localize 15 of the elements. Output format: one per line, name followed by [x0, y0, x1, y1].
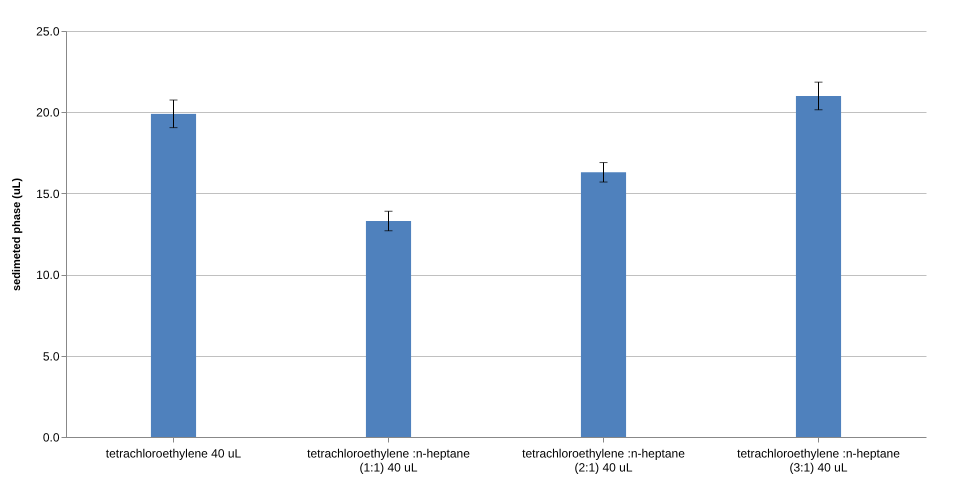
- bar: [580, 172, 626, 437]
- y-tick-label: 25.0: [36, 24, 60, 38]
- y-tick-label: 20.0: [36, 106, 60, 120]
- y-tick-label: 15.0: [36, 186, 60, 201]
- y-tick-label: 0.0: [42, 430, 60, 444]
- x-tick-label: tetrachloroethylene :n-heptane (3:1) 40 uL: [737, 446, 900, 474]
- y-tick-label: 5.0: [42, 349, 60, 364]
- bar: [150, 114, 196, 437]
- x-tick-label: tetrachloroethylene 40 uL: [106, 446, 242, 460]
- x-tick-label: tetrachloroethylene :n-heptane (1:1) 40 uL: [307, 446, 470, 474]
- y-tick-label: 10.0: [36, 268, 60, 282]
- y-axis-title: sedimeted phase (uL): [11, 178, 24, 292]
- x-tick-label: tetrachloroethylene :n-heptane (2:1) 40 uL: [522, 446, 686, 474]
- bar: [796, 96, 842, 437]
- bar: [366, 221, 412, 437]
